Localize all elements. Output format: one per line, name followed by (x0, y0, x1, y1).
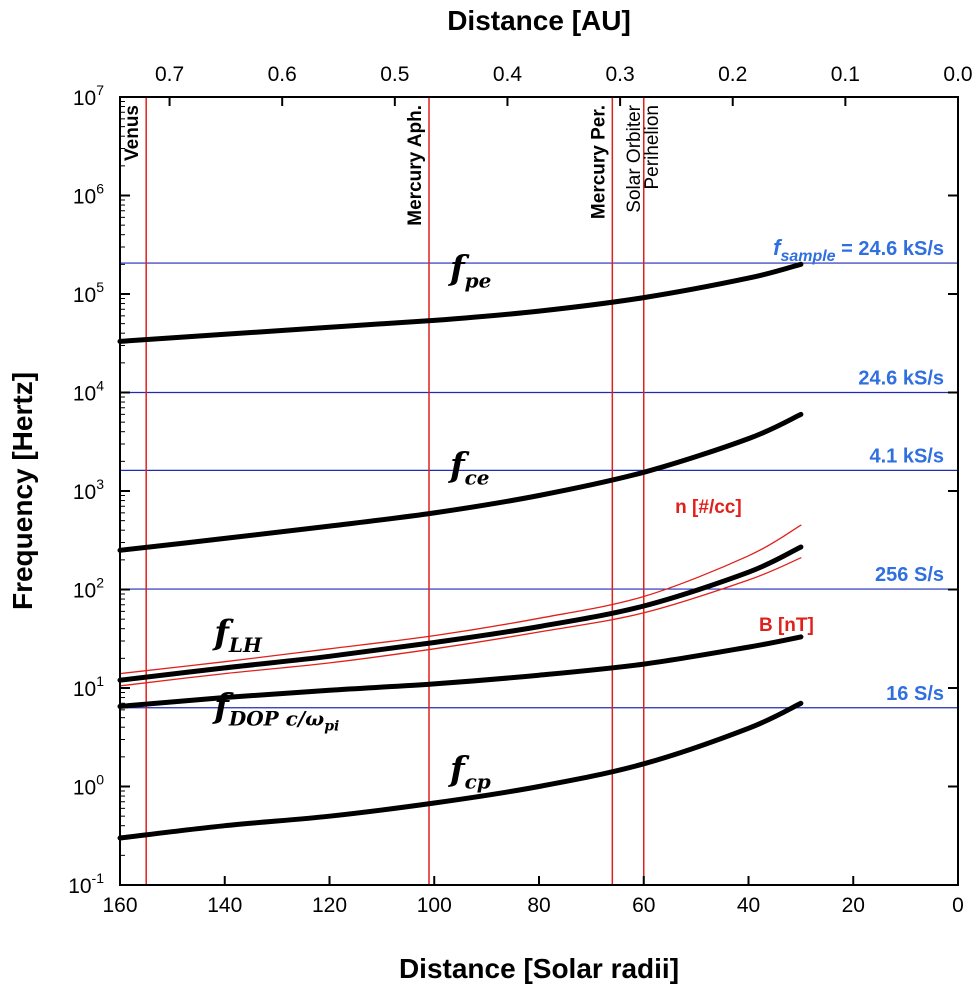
x-tick-label: 80 (527, 894, 550, 917)
y-tick-label: 103 (73, 476, 104, 504)
parameter-label: B [nT] (759, 615, 814, 636)
sample-rate-label: fsample = 24.6 kS/s (773, 235, 944, 265)
x-tick-label: 40 (737, 894, 760, 917)
x2-tick-label: 0.4 (493, 63, 523, 86)
tick-layer: 160 140 120 100 80 60 40 20 0 0.7 0.6 0.5 0.4 0.3 0.2 0… (68, 63, 972, 917)
x2-tick-label: 0.6 (268, 63, 297, 86)
frequency-curve (117, 261, 804, 344)
x2-tick-label: 0.2 (718, 63, 747, 86)
x-tick-label: 100 (417, 894, 452, 917)
y-axis-title: Frequency [Hertz] (7, 372, 38, 610)
curve-label: fcp (448, 750, 491, 794)
top-axis-title: Distance [AU] (447, 5, 631, 36)
x-tick-label: 20 (842, 894, 865, 917)
x2-tick-label: 0.3 (605, 63, 634, 86)
orbit-marker-label-line2: Perihelion (642, 105, 663, 190)
y-tick-label: 10-1 (68, 870, 104, 898)
y-tick-label: 104 (73, 378, 104, 406)
annotation-layer: fsample = 24.6 kS/s 24.6 kS/s 4.1 kS/s 256 … (122, 104, 944, 793)
reference-curve (119, 524, 802, 675)
x-tick-label: 0 (952, 894, 964, 917)
vline-layer (145, 97, 645, 885)
x-tick-label: 160 (102, 894, 137, 917)
frequency-curve (117, 634, 804, 709)
hline-layer (120, 262, 958, 709)
y-tick-label: 106 (73, 181, 104, 209)
curve-label: fpe (448, 249, 491, 293)
reference-curve (119, 557, 802, 687)
orbit-marker-label: Venus (122, 105, 143, 161)
orbit-marker-label: Mercury Aph. (405, 105, 426, 226)
parameter-label: n [#/cc] (675, 497, 742, 518)
y-tick-label: 101 (73, 673, 104, 701)
x2-tick-label: 0.7 (155, 63, 184, 86)
sample-rate-label: 16 S/s (886, 683, 944, 705)
sample-rate-label: 4.1 kS/s (869, 445, 944, 467)
curve-label: fDOP c/ωpi (212, 687, 339, 735)
x-tick-label: 60 (632, 894, 655, 917)
sample-rate-label: 256 S/s (875, 564, 944, 586)
sample-rate-label: 24.6 kS/s (858, 368, 944, 390)
y-tick-label: 100 (73, 772, 104, 800)
x-tick-label: 120 (312, 894, 347, 917)
y-tick-label: 105 (73, 279, 104, 307)
y-tick-label: 107 (73, 82, 104, 110)
frequency-curve (117, 544, 804, 683)
x2-tick-label: 0.1 (831, 63, 860, 86)
x2-tick-label: 0.5 (380, 63, 409, 86)
x2-tick-label: 0.0 (943, 63, 972, 86)
curve-label: fce (448, 446, 490, 490)
bottom-axis-title: Distance [Solar radii] (399, 953, 679, 984)
orbit-marker-label: Mercury Per. (588, 105, 609, 219)
frequency-curve (117, 700, 804, 841)
plot-frame (119, 96, 959, 886)
frequency-curve (117, 411, 804, 553)
curve-label: fLH (212, 613, 263, 657)
curve-layer (117, 261, 804, 841)
y-tick-label: 102 (73, 575, 104, 603)
x-tick-label: 140 (207, 894, 242, 917)
orbit-marker-label: Solar Orbiter (624, 104, 645, 212)
